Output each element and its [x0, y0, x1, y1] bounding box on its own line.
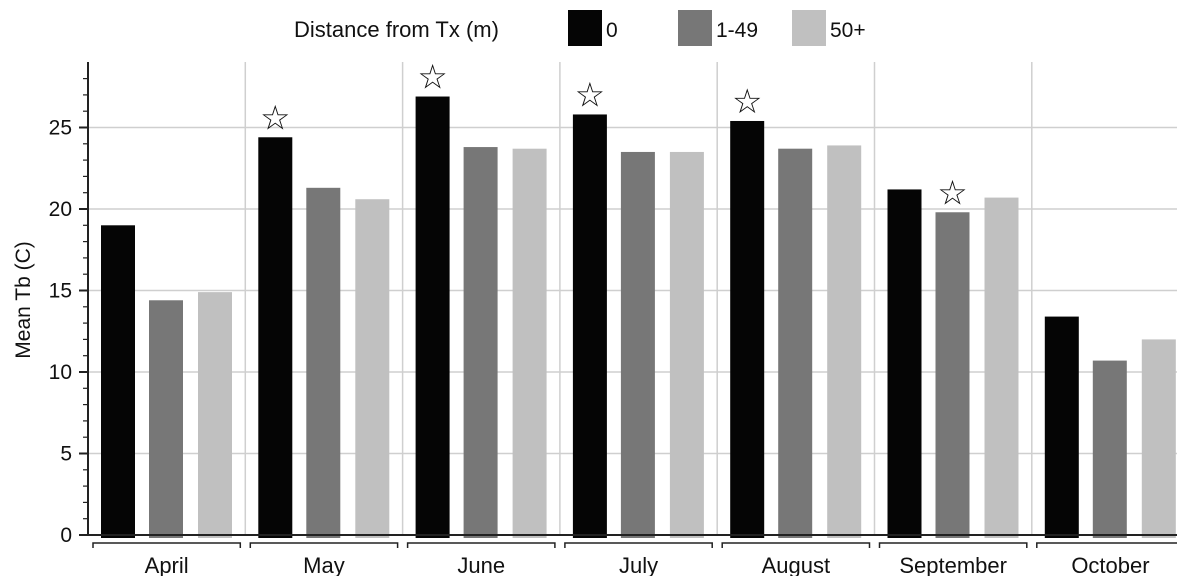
bar-may-1-49 — [306, 187, 341, 538]
y-tick-label: 15 — [49, 280, 72, 303]
legend-title: Distance from Tx (m) — [294, 17, 499, 42]
category-label: August — [762, 553, 831, 576]
category-bracket — [721, 542, 871, 548]
bar-october-1-49 — [1092, 360, 1127, 538]
bar-august-0 — [730, 120, 765, 538]
legend: Distance from Tx (m) 0 1-49 50+ — [294, 10, 866, 46]
axes: 0 5 10 15 20 25 — [49, 62, 1177, 547]
y-tick-label: 5 — [60, 443, 72, 466]
category-label: May — [303, 553, 345, 576]
category-label: April — [145, 553, 189, 576]
y-tick-label: 25 — [49, 117, 72, 140]
bars — [101, 96, 1176, 539]
category-bracket — [92, 542, 242, 548]
bar-september-0 — [887, 189, 922, 538]
category-label: June — [457, 553, 505, 576]
star-annotation: ☆ — [417, 59, 447, 97]
category-bracket — [564, 542, 713, 548]
bar-june-0 — [415, 96, 450, 538]
bar-august-1-49 — [778, 148, 813, 538]
legend-swatch-0 — [568, 10, 602, 46]
bar-july-0 — [572, 114, 607, 539]
bar-september-1-49 — [935, 212, 970, 538]
legend-label-0: 0 — [606, 19, 618, 42]
y-tick-label: 10 — [49, 361, 72, 384]
legend-swatch-50+ — [792, 10, 826, 46]
y-axis-title: Mean Tb (C) — [12, 241, 35, 358]
bar-october-50+ — [1141, 339, 1176, 538]
bar-may-50+ — [355, 199, 390, 538]
bar-june-50+ — [512, 148, 547, 538]
bar-october-0 — [1044, 316, 1079, 538]
legend-label-1-49: 1-49 — [716, 19, 758, 42]
bar-july-50+ — [669, 151, 704, 538]
bar-april-50+ — [198, 292, 232, 538]
bar-april-0 — [101, 225, 135, 539]
category-label: July — [619, 553, 658, 576]
category-bracket — [878, 542, 1028, 548]
star-annotation: ☆ — [575, 76, 605, 114]
bar-august-50+ — [827, 145, 862, 538]
y-tick-label: 20 — [49, 198, 72, 221]
bar-july-1-49 — [620, 151, 655, 538]
significance-stars: ☆ ☆ ☆ ☆ ☆ — [260, 59, 968, 213]
legend-label-50+: 50+ — [830, 19, 866, 42]
category-labels: April May June July August September October — [92, 542, 1177, 576]
category-bracket — [406, 542, 556, 548]
category-bracket — [249, 542, 399, 548]
bar-september-50+ — [984, 197, 1019, 538]
bar-june-1-49 — [463, 147, 498, 538]
category-label: September — [899, 553, 1007, 576]
y-tick-label: 0 — [60, 524, 72, 547]
category-bracket — [1036, 542, 1177, 548]
star-annotation: ☆ — [732, 83, 762, 121]
star-annotation: ☆ — [260, 99, 290, 137]
legend-swatch-1-49 — [678, 10, 712, 46]
category-label: October — [1071, 553, 1149, 576]
bar-april-1-49 — [149, 300, 183, 538]
star-annotation: ☆ — [937, 174, 967, 212]
bar-may-0 — [258, 137, 293, 538]
